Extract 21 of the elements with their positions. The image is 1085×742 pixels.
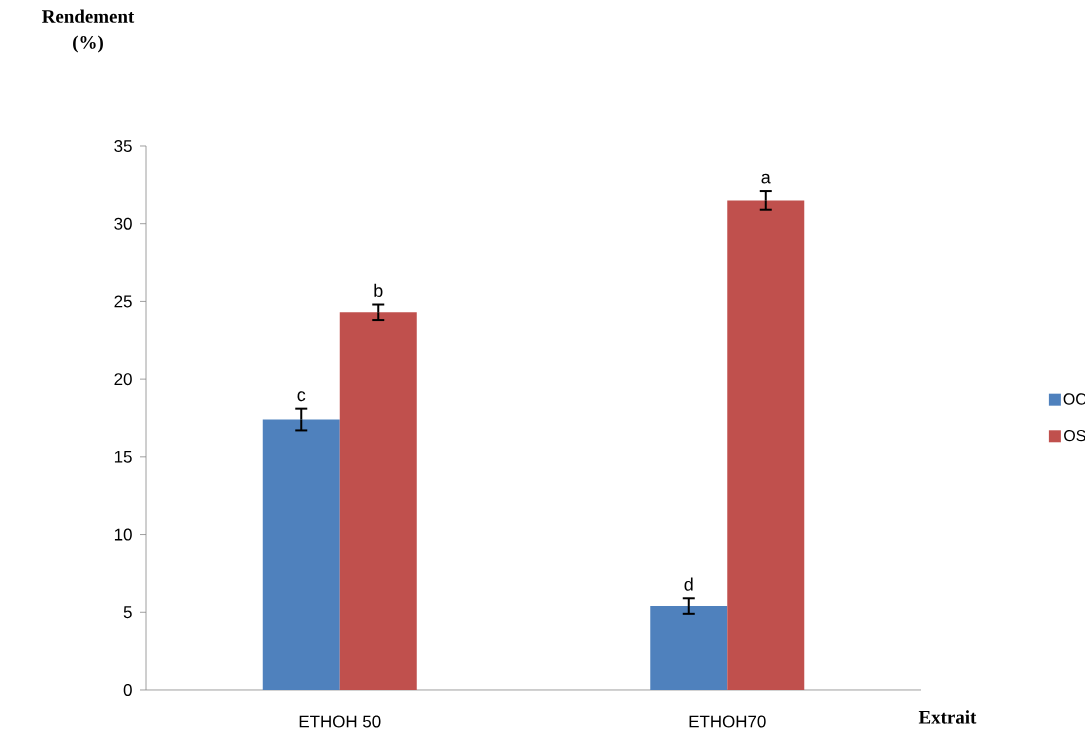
y-tick-label: 15 (114, 450, 132, 463)
bar (727, 200, 805, 690)
y-axis-title: Rendement (%) (42, 9, 135, 53)
y-tick-label: 20 (114, 373, 132, 386)
x-tick-label: ETHOH70 (689, 715, 766, 728)
y-tick-label: 35 (114, 139, 132, 152)
bar (650, 606, 728, 690)
annotation: b (374, 283, 383, 297)
annotation: d (684, 577, 693, 591)
bar (339, 312, 417, 690)
legend-label: OS (1064, 429, 1085, 442)
y-tick-label: 10 (114, 528, 132, 541)
annotation: c (297, 391, 306, 402)
y-tick-label: 0 (123, 683, 132, 696)
bar (262, 419, 340, 690)
y-tick-label: 5 (123, 606, 132, 619)
y-tick-label: 30 (114, 217, 132, 230)
y-tick-label: 25 (114, 295, 132, 308)
annotation: a (761, 173, 771, 184)
x-tick-label: ETHOH 50 (299, 715, 381, 728)
x-axis-title: Extrait (918, 710, 977, 724)
